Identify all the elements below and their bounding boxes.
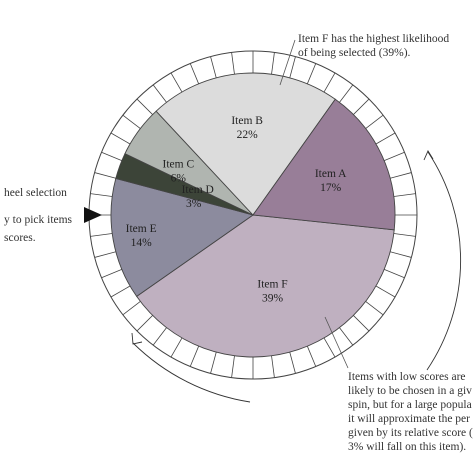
annotation-bottom-line: given by its relative score ( (348, 427, 473, 439)
slice-label-name: Item A (315, 168, 347, 180)
rotation-arrow-right (426, 151, 462, 371)
ring-tick (375, 285, 396, 298)
ring-tick (101, 151, 122, 162)
pie-slice-item-b (155, 72, 336, 216)
annotation-left-line: y to pick items (4, 214, 73, 226)
annotation-bottom-right: Items with low scores are likely to be c… (348, 371, 473, 453)
annotation-left-line: scores. (4, 232, 36, 244)
ring-tick (170, 337, 183, 358)
slice-label-name: Item C (163, 159, 195, 171)
ring-tick (271, 355, 275, 378)
ring-tick (90, 233, 113, 237)
annotation-top: Item F has the highest likelihood of bei… (298, 33, 449, 59)
ring-tick (375, 132, 396, 145)
annotation-top-line: of being selected (39%). (298, 47, 411, 59)
pie-slices (110, 72, 396, 358)
ring-tick (384, 268, 405, 279)
ring-tick (393, 233, 416, 237)
ring-tick (90, 193, 113, 197)
leader-line-top (279, 39, 296, 86)
ring-tick (289, 352, 296, 374)
slice-label-value: 3% (186, 198, 202, 210)
annotation-bottom-line: it will approximate the per (348, 413, 470, 425)
annotation-left-line: heel selection (4, 187, 67, 199)
ring-tick (101, 268, 122, 279)
ring-tick (122, 114, 141, 129)
ring-tick (152, 327, 167, 346)
ring-tick (210, 352, 217, 374)
ring-tick (110, 132, 131, 145)
pie-slice-item-e (110, 177, 255, 298)
selection-pointer-icon (84, 207, 102, 223)
ring-tick (390, 251, 412, 258)
annotation-bottom-line: 3% will fall on this item). (348, 441, 466, 453)
ring-tick (271, 52, 275, 75)
slice-label-value: 14% (131, 237, 153, 249)
annotation-bottom-line: spin, but for a large popula (348, 399, 472, 411)
ring-tick (152, 84, 167, 103)
ring-tick (339, 84, 354, 103)
ring-tick (94, 172, 116, 179)
ring-tick (94, 251, 116, 258)
slice-label-name: Item D (182, 184, 214, 196)
ring-tick (306, 63, 317, 84)
ring-tick (189, 346, 200, 367)
slice-label-value: 6% (171, 173, 187, 185)
ring-tick (353, 98, 370, 115)
slice-label-value: 22% (237, 129, 259, 141)
ring-tick (289, 56, 296, 78)
ring-tick (170, 72, 183, 93)
annotation-bottom-line: likely to be chosen in a giv (348, 385, 472, 397)
ring-tick (365, 301, 384, 316)
annotation-bottom-line: Items with low scores are (348, 371, 466, 383)
ring-tick (136, 315, 153, 332)
rotation-arrow-right-head (423, 150, 434, 161)
rotation-arrow-bottom (132, 342, 251, 403)
slice-labels: Item F 39% Item E 14% Item D 3% Item C 6% Item B… (126, 115, 348, 304)
ring-tick (323, 72, 336, 93)
annotation-top-line: Item F has the highest likelihood (298, 33, 449, 45)
ring-tick (136, 98, 153, 115)
slice-label-name: Item B (231, 115, 263, 127)
ring-tick (110, 285, 131, 298)
slice-label-value: 39% (262, 293, 284, 305)
leader-line-bottom (324, 316, 349, 369)
pie-slice-item-a (252, 98, 396, 231)
ring-tick (306, 346, 317, 367)
ring-tick (189, 63, 200, 84)
slice-label-name: Item F (257, 279, 287, 291)
ring-tick (210, 56, 217, 78)
rotation-arrows (131, 150, 462, 403)
ring-tick (393, 193, 416, 197)
slice-label-value: 17% (320, 182, 342, 194)
ring-tick (339, 327, 354, 346)
leader-lines (279, 39, 349, 369)
pie-slice-item-f (136, 214, 395, 358)
ring-tick (353, 315, 370, 332)
slice-label-name: Item E (126, 223, 157, 235)
ring-tick (231, 355, 235, 378)
ring-tick (365, 114, 384, 129)
ring-tick (231, 52, 235, 75)
ring-tick (390, 172, 412, 179)
ring-tick (384, 151, 405, 162)
ring-tick (323, 337, 336, 358)
annotation-left: heel selection y to pick items scores. (4, 187, 73, 244)
rotation-arrow-bottom-head (131, 332, 143, 345)
ring-tick (122, 301, 141, 316)
